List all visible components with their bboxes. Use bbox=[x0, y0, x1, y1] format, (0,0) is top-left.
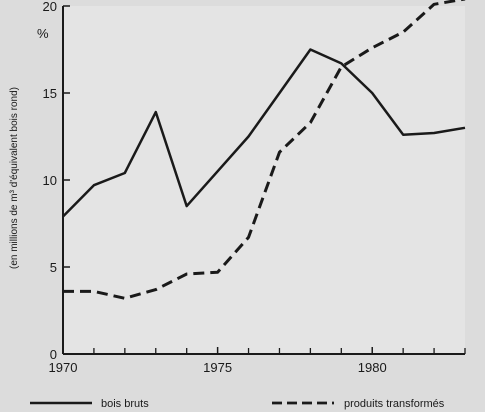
tick-labels: 0 5 10 15 20 1970 1975 1980 bbox=[43, 0, 387, 375]
legend-label-bois-bruts: bois bruts bbox=[101, 398, 149, 410]
series-line-bois-bruts bbox=[62, 48, 466, 218]
series-line-produits-transformes bbox=[63, 0, 466, 300]
series-lines bbox=[62, 0, 466, 300]
y-axis-label: (en millions de m³ d'équivalent bois ron… bbox=[9, 87, 20, 269]
y-tick-label: 5 bbox=[50, 260, 57, 275]
y-tick-label: 10 bbox=[43, 173, 57, 188]
y-tick-label: 0 bbox=[50, 347, 57, 362]
plot-area bbox=[63, 6, 465, 354]
legend: bois bruts produits transformés bbox=[30, 398, 445, 410]
x-tick-label: 1980 bbox=[358, 360, 387, 375]
y-unit-label: % bbox=[37, 26, 49, 41]
x-tick-label: 1975 bbox=[203, 360, 232, 375]
x-tick-label: 1970 bbox=[49, 360, 78, 375]
legend-label-produits-transformes: produits transformés bbox=[344, 398, 445, 410]
axes bbox=[62, 5, 466, 355]
y-tick-label: 15 bbox=[43, 86, 57, 101]
y-tick-label: 20 bbox=[43, 0, 57, 14]
